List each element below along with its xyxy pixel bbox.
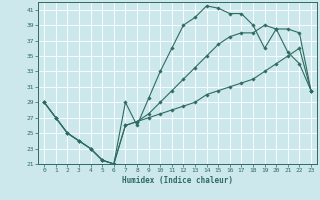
X-axis label: Humidex (Indice chaleur): Humidex (Indice chaleur) [122,176,233,185]
